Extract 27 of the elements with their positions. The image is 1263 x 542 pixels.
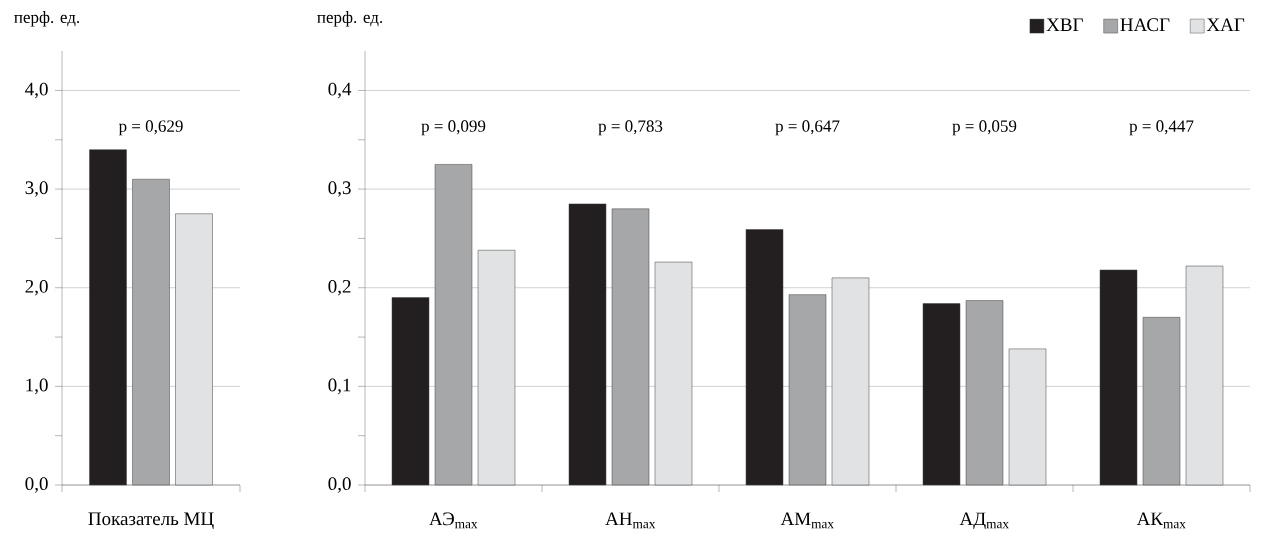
annotation: p = 0,629	[118, 120, 183, 136]
y-tick-label: 1,0	[26, 378, 48, 395]
y-tick-label: 0,4	[328, 82, 352, 99]
legend-label: ХВГ	[1046, 18, 1083, 31]
x-tick-label: АЭ$_{max}$	[429, 512, 478, 529]
x-tick-label: Показатель МЦ	[88, 512, 214, 530]
annotation: p = 0,099	[421, 120, 486, 136]
y-tick-label: 3,0	[25, 181, 48, 197]
annotation: p = 0,647	[775, 120, 840, 136]
y-tick-label: 0,0	[328, 477, 351, 493]
y-tick-label: 4,0	[25, 82, 48, 99]
x-tick-label: АМ$_{max}$	[780, 512, 834, 529]
y-axis-title: перф. ед.	[317, 11, 383, 27]
y-tick-label: 0,1	[328, 378, 351, 395]
x-tick-label: АД$_{max}$	[959, 512, 1009, 530]
annotation: p = 0,447	[1129, 120, 1194, 136]
legend-label: НАСГ	[1120, 18, 1170, 32]
annotation: p = 0,783	[598, 120, 663, 136]
x-tick-label: АК$_{max}$	[1136, 512, 1186, 529]
x-tick-label: АН$_{max}$	[605, 512, 656, 529]
annotation: p = 0,059	[952, 120, 1017, 136]
y-tick-label: 0,0	[25, 477, 48, 493]
y-tick-label: 2,0	[25, 279, 48, 296]
y-tick-label: 0,3	[328, 181, 351, 197]
y-tick-label: 0,2	[328, 279, 351, 296]
y-axis-title: перф. ед.	[14, 11, 80, 27]
legend-label: ХАГ	[1206, 18, 1245, 31]
